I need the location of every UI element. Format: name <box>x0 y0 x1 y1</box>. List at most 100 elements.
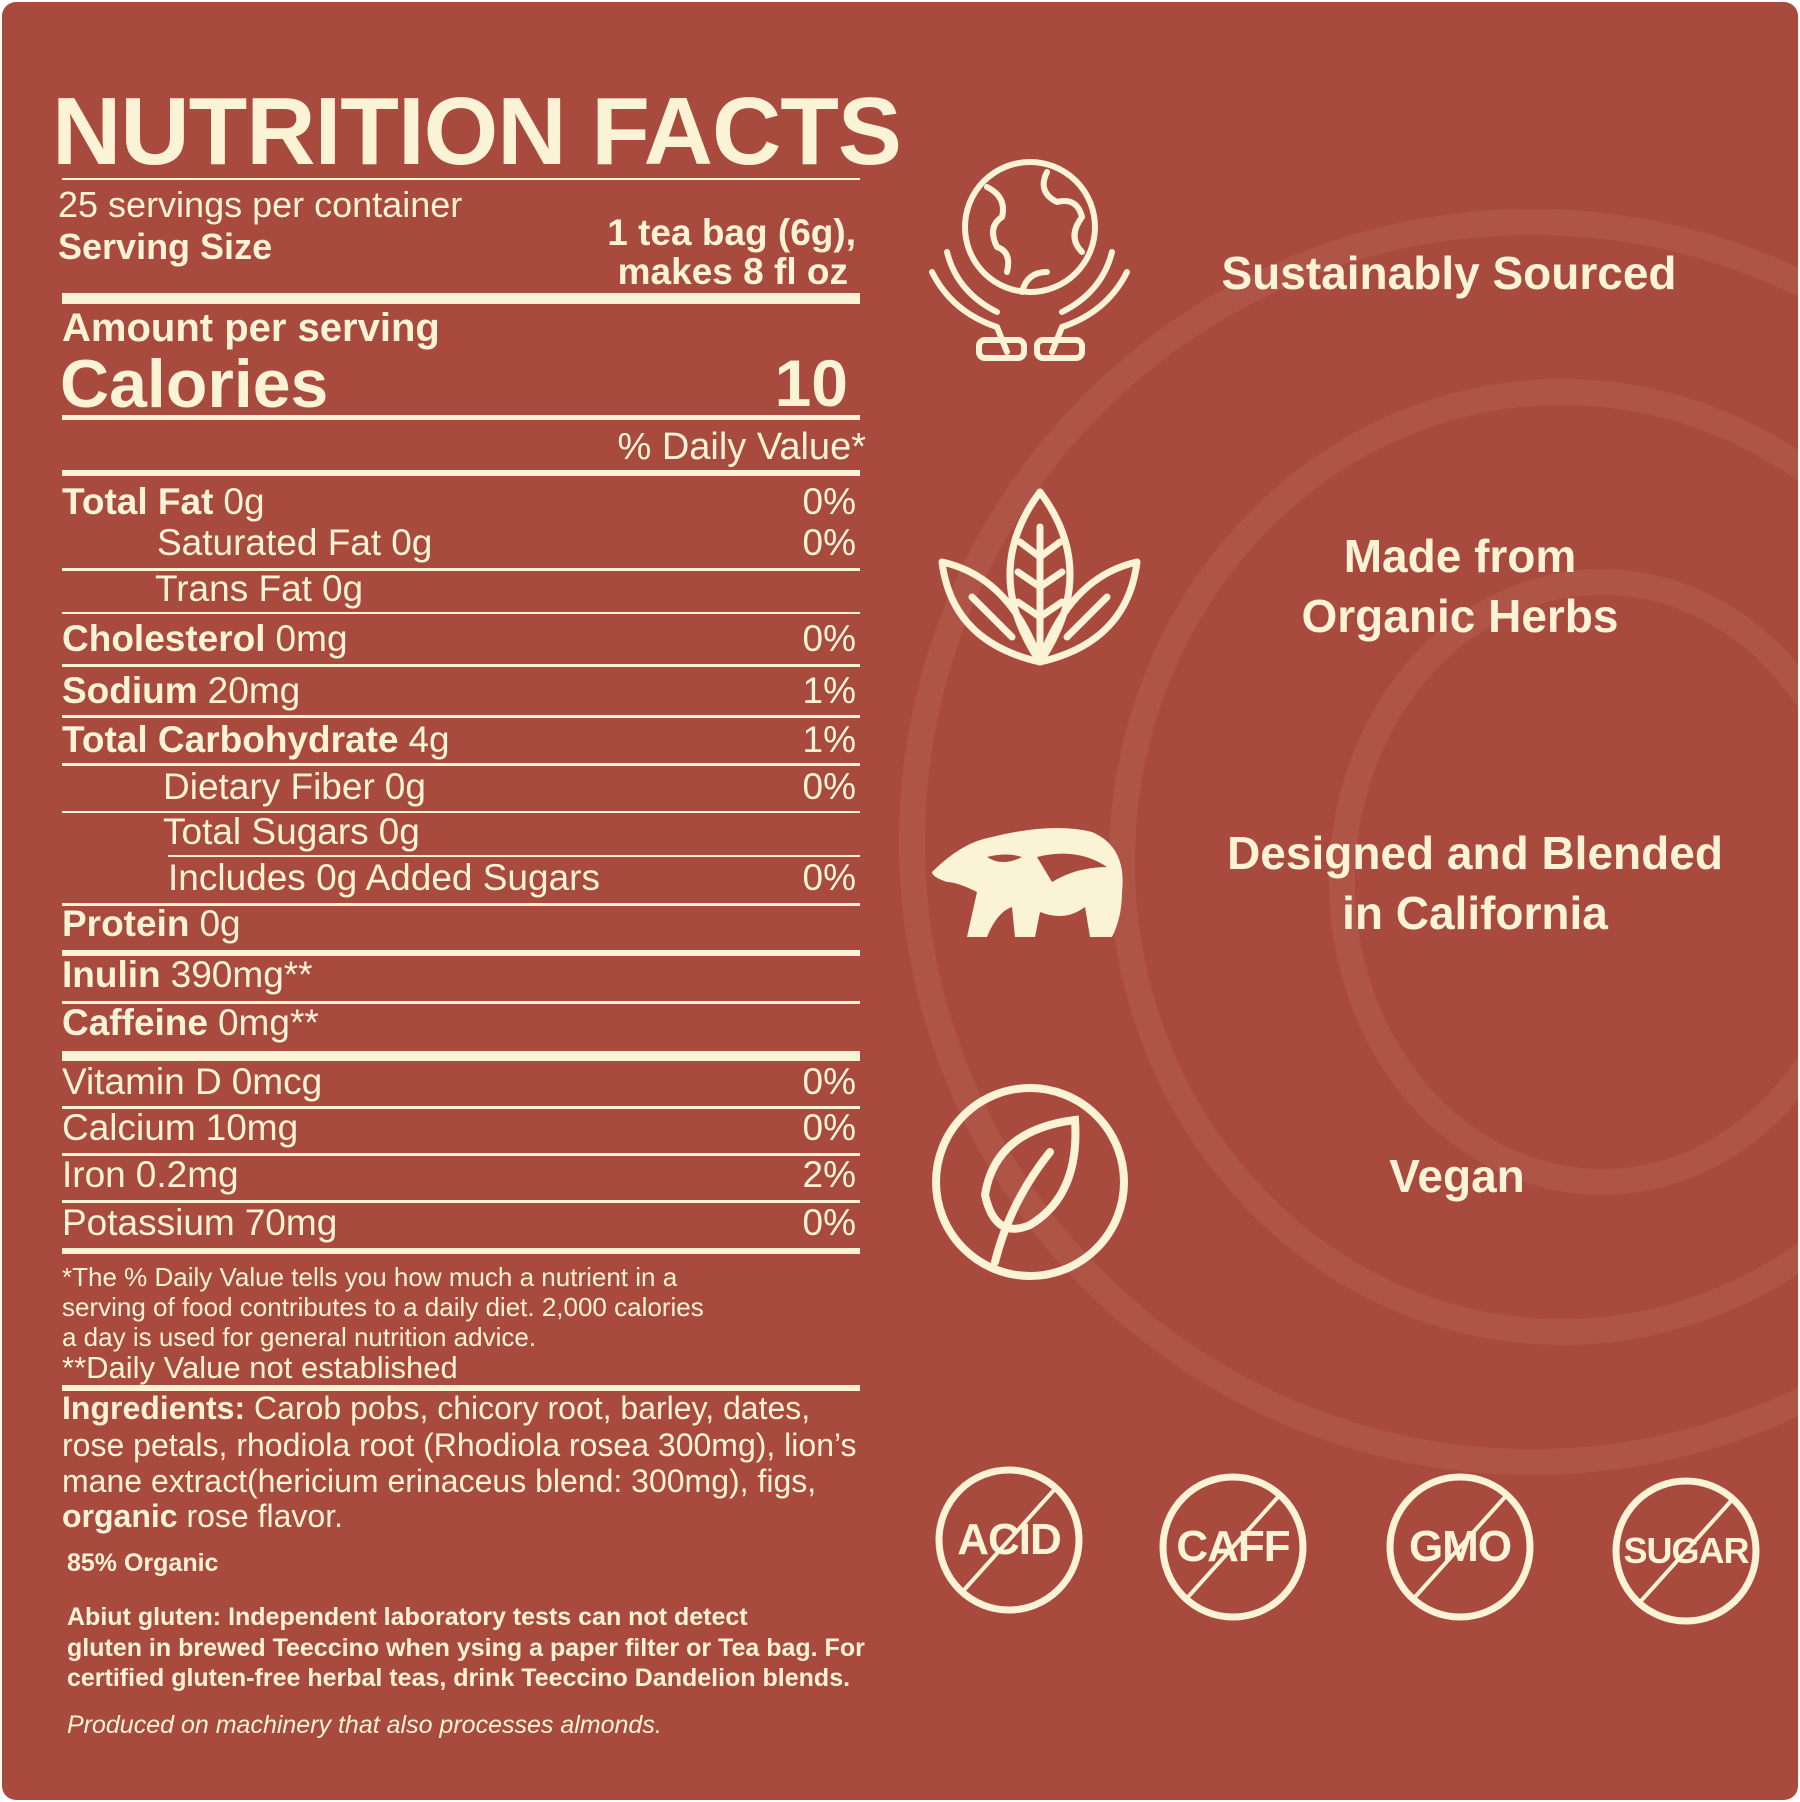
prohibited-icon <box>935 1466 1083 1614</box>
calories-label: Calories <box>60 346 329 422</box>
badge-label: GMO <box>1408 1522 1512 1571</box>
nutrient-name: Vitamin D <box>62 1061 222 1102</box>
serving-size-value: 1 tea bag (6g), <box>607 212 856 253</box>
no-gmo-badge: GMO <box>1385 1472 1535 1622</box>
nutrient-amount: 0g <box>391 522 433 563</box>
divider <box>62 612 860 614</box>
nutrient-row: Calcium 10mg <box>62 1109 298 1146</box>
nutrient-name: Saturated Fat <box>157 522 382 563</box>
badge-label: CAFF <box>1176 1522 1290 1571</box>
nutrient-name: Sodium <box>62 670 198 711</box>
divider <box>168 855 860 857</box>
nutrient-amount: 10mg <box>205 1107 299 1148</box>
nutrient-amount: 0g <box>199 903 241 944</box>
nutrient-name: Total Fat <box>62 481 214 522</box>
nutrient-amount: 0mcg <box>231 1061 323 1102</box>
nutrient-amount: 70mg <box>244 1202 338 1243</box>
ingredients-line: Ingredients: Carob pobs, chicory root, b… <box>62 1390 811 1426</box>
no-sugar-badge: SUGAR <box>1611 1476 1761 1626</box>
footnote-line: *The % Daily Value tells you how much a … <box>62 1262 678 1292</box>
badge-label: SUGAR <box>1623 1530 1749 1571</box>
no-caff-badge: CAFF <box>1158 1472 1308 1622</box>
divider <box>62 715 860 718</box>
daily-value-percent: 0% <box>802 1202 856 1243</box>
nutrient-row: Trans Fat 0g <box>155 570 363 607</box>
nutrient-row: Total Sugars 0g <box>163 813 420 850</box>
nutrient-row: Cholesterol 0mg <box>62 620 348 657</box>
nutrient-row: Total Fat 0g <box>62 483 265 520</box>
footnote-line: serving of food contributes to a daily d… <box>62 1292 704 1322</box>
no-acid-badge: ACID <box>934 1465 1084 1615</box>
nutrient-amount: 0g <box>223 481 265 522</box>
nutrient-amount: 20mg <box>207 670 301 711</box>
serving-size-label: Serving Size <box>58 226 273 267</box>
daily-value-percent: 1% <box>802 719 856 760</box>
divider <box>62 1200 860 1203</box>
thick-divider <box>62 293 860 304</box>
nutrient-name: Calcium <box>62 1107 196 1148</box>
nutrient-amount: 0g <box>384 766 426 807</box>
nutrient-amount: 0mg <box>275 618 348 659</box>
nutrient-amount: 0.2mg <box>135 1154 239 1195</box>
feature-label-vegan: Vegan <box>1389 1150 1525 1202</box>
gluten-note: gluten in brewed Teeccino when ysing a p… <box>67 1634 865 1662</box>
nutrient-row: Protein 0g <box>62 905 241 942</box>
nutrient-row: Vitamin D 0mcg <box>62 1063 322 1100</box>
prohibited-icon <box>1612 1477 1760 1625</box>
daily-value-percent: 0% <box>802 1061 856 1102</box>
allergen-note: Produced on machinery that also processe… <box>67 1711 662 1739</box>
divider <box>62 950 860 956</box>
nutrient-row: Potassium 70mg <box>62 1204 337 1241</box>
nutrient-name: Total Carbohydrate <box>62 719 399 760</box>
daily-value-percent: 0% <box>802 766 856 807</box>
nutrient-amount: 0g <box>321 568 364 609</box>
divider <box>62 903 860 906</box>
nutrient-row: Total Carbohydrate 4g <box>62 721 450 758</box>
divider <box>62 415 860 420</box>
leaf-circle-icon <box>932 1084 1128 1280</box>
divider <box>62 1106 860 1109</box>
nutrient-row: Dietary Fiber 0g <box>163 768 426 805</box>
servings-per-container: 25 servings per container <box>58 184 463 225</box>
divider <box>62 811 860 813</box>
divider <box>62 1001 860 1004</box>
nutrient-name: Total Sugars <box>163 811 369 852</box>
ingredients-line: rose petals, rhodiola root (Rhodiola ros… <box>62 1427 857 1463</box>
divider <box>62 664 860 667</box>
daily-value-percent: 0% <box>802 618 856 659</box>
nutrient-amount: 0g <box>378 811 420 852</box>
nutrient-row: Saturated Fat 0g <box>157 524 432 561</box>
divider <box>62 1385 860 1391</box>
daily-value-percent: 0% <box>802 857 856 898</box>
ingredients-label: Ingredients: <box>62 1390 246 1426</box>
serving-size-volume: makes 8 fl oz <box>617 251 848 292</box>
daily-value-percent: 2% <box>802 1154 856 1195</box>
nutrient-name: Dietary Fiber <box>163 766 375 807</box>
footnote-line: a day is used for general nutrition advi… <box>62 1322 537 1352</box>
organic-percent: 85% Organic <box>67 1549 219 1577</box>
nutrient-name: Trans Fat <box>155 568 312 609</box>
feature-label-california: Designed and Blended in California <box>1227 827 1723 939</box>
bear-icon <box>932 828 1123 937</box>
ingredients-line: mane extract(hericium erinaceus blend: 3… <box>62 1463 817 1499</box>
ingredients-line: organic rose flavor. <box>62 1498 343 1534</box>
nutrient-name: Protein <box>62 903 190 944</box>
nutrient-row: Inulin 390mg** <box>62 956 313 993</box>
daily-value-percent: 0% <box>802 522 856 563</box>
title: NUTRITION FACTS <box>52 78 902 185</box>
prohibited-icon <box>1159 1473 1307 1621</box>
nutrient-row: Includes 0g Added Sugars <box>168 859 610 896</box>
divider <box>62 1051 860 1061</box>
divider <box>62 763 860 766</box>
divider <box>62 1153 860 1156</box>
calories-value: 10 <box>774 346 848 420</box>
nutrient-amount: 0mg** <box>217 1002 319 1043</box>
daily-value-header: % Daily Value* <box>617 426 866 468</box>
nutrient-name: Potassium <box>62 1202 235 1243</box>
nutrient-name: Includes 0g Added Sugars <box>168 857 600 898</box>
daily-value-percent: 1% <box>802 670 856 711</box>
divider <box>62 178 860 180</box>
footnote-line: **Daily Value not established <box>62 1350 458 1385</box>
gluten-note: Abiut gluten: Independent laboratory tes… <box>67 1603 748 1631</box>
prohibited-icon <box>1386 1473 1534 1621</box>
